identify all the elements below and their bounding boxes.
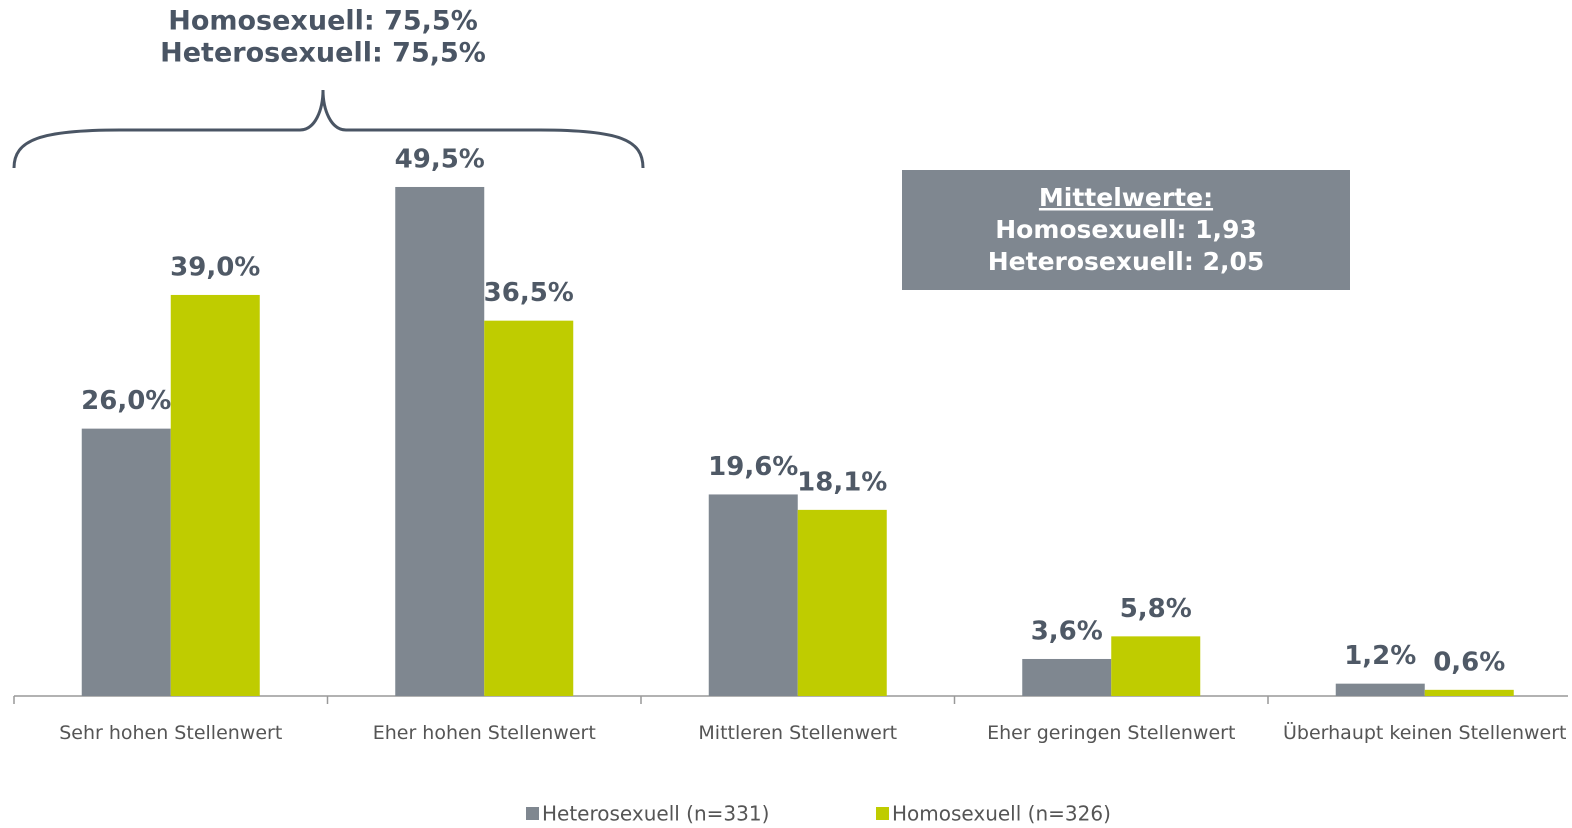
brace (12, 89, 645, 169)
bar (170, 294, 260, 696)
data-label: 0,6% (1433, 647, 1505, 677)
x-tick-label: Eher hohen Stellenwert (372, 722, 596, 744)
info-box (902, 170, 1350, 290)
bar (484, 320, 574, 696)
bar (395, 186, 485, 696)
legend-swatch (526, 807, 539, 820)
brace-label: Heterosexuell: 75,5% (160, 38, 486, 69)
bar (81, 428, 171, 696)
data-label: 5,8% (1120, 594, 1192, 624)
data-label: 26,0% (81, 386, 171, 416)
data-label: 39,0% (170, 252, 260, 282)
bar (1335, 683, 1425, 696)
x-tick-label: Sehr hohen Stellenwert (59, 722, 283, 744)
box-line: Heterosexuell: 2,05 (988, 247, 1265, 276)
bar (1424, 689, 1514, 696)
data-label: 49,5% (395, 144, 485, 174)
data-label: 18,1% (797, 467, 887, 497)
data-label: 19,6% (708, 452, 798, 482)
legend-label: Heterosexuell (n=331) (542, 802, 769, 826)
legend-label: Homosexuell (n=326) (892, 802, 1111, 826)
box-line: Homosexuell: 1,93 (995, 215, 1257, 244)
brace-label: Homosexuell: 75,5% (168, 6, 478, 37)
bar (708, 494, 798, 696)
legend-swatch (876, 807, 889, 820)
x-tick-label: Eher geringen Stellenwert (987, 722, 1236, 744)
box-title: Mittelwerte: (1039, 183, 1213, 212)
x-tick-label: Mittleren Stellenwert (698, 722, 898, 744)
x-tick-label: Überhaupt keinen Stellenwert (1283, 722, 1567, 744)
data-label: 1,2% (1344, 641, 1416, 671)
bar (1111, 636, 1201, 696)
data-label: 36,5% (484, 278, 574, 308)
bar (797, 509, 887, 696)
bar (1022, 658, 1112, 696)
data-label: 3,6% (1031, 616, 1103, 646)
